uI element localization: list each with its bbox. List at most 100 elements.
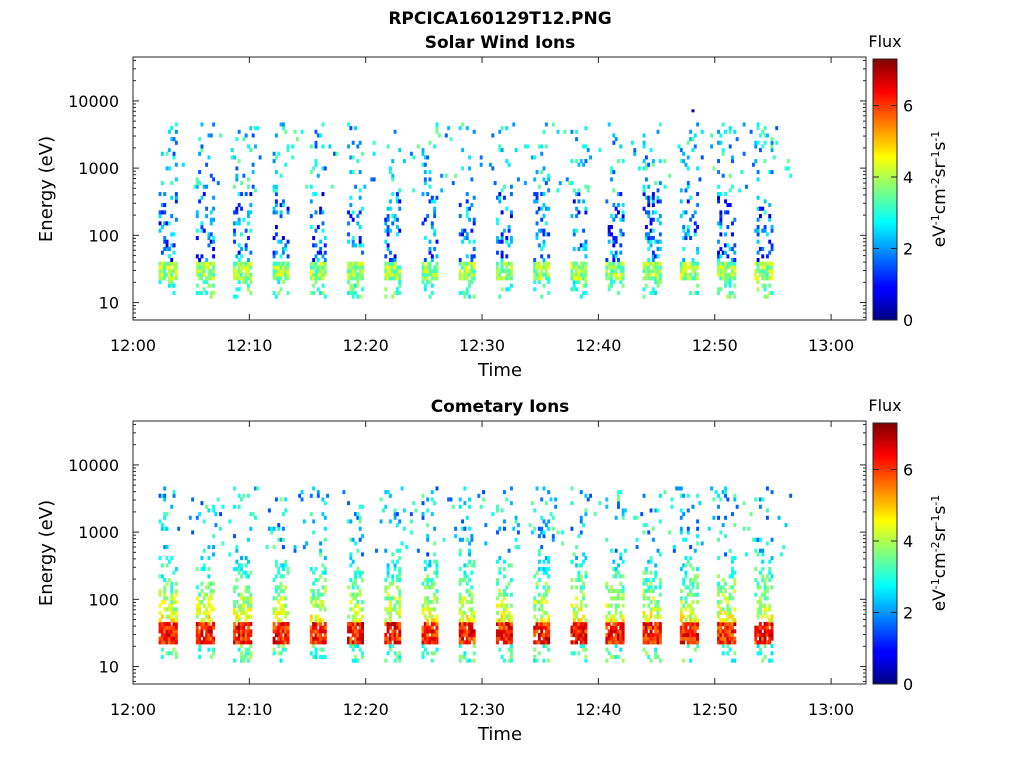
spectrogram-cell (649, 559, 653, 564)
spectrogram-cell (679, 214, 683, 219)
spectrogram-cell (658, 658, 662, 663)
spectrogram-cell (398, 603, 402, 608)
spectrogram-cell (435, 625, 439, 630)
spectrogram-cell (619, 636, 623, 641)
spectrogram-cell (542, 632, 546, 638)
spectrogram-cell (472, 643, 476, 649)
spectrogram-cell (312, 272, 316, 277)
spectrogram-cell (384, 490, 388, 495)
spectrogram-cell (644, 272, 648, 277)
spectrogram-cell (572, 246, 576, 252)
x-axis-label: Time (477, 724, 522, 745)
spectrogram-cell (691, 148, 695, 153)
spectrogram-cell (768, 261, 772, 266)
spectrogram-cell (416, 548, 420, 553)
spectrogram-cell (684, 563, 688, 568)
spectrogram-cell (312, 192, 316, 197)
spectrogram-cell (384, 265, 388, 270)
spectrogram-cell (228, 552, 232, 557)
spectrogram-cell (421, 261, 425, 266)
spectrogram-cell (498, 272, 502, 277)
spectrogram-cell (391, 552, 395, 557)
spectrogram-cell (235, 166, 239, 171)
spectrogram-cell (188, 515, 192, 520)
spectrogram-cell (237, 592, 241, 597)
spectrogram-cell (233, 268, 236, 274)
spectrogram-cell (682, 512, 686, 517)
spectrogram-cell (691, 625, 695, 630)
spectrogram-cell (349, 272, 353, 277)
spectrogram-cell (274, 203, 278, 208)
spectrogram-cell (233, 658, 236, 663)
spectrogram-cell (233, 600, 236, 605)
spectrogram-cell (233, 567, 236, 572)
spectrogram-cell (237, 647, 241, 652)
spectrogram-cell (658, 519, 662, 524)
spectrogram-cell (733, 294, 737, 299)
spectrogram-cell (654, 585, 658, 590)
spectrogram-cell (398, 578, 402, 583)
spectrogram-cell (530, 155, 534, 160)
spectrogram-cell (614, 654, 618, 660)
spectrogram-cell (582, 228, 586, 233)
spectrogram-cell (765, 294, 769, 299)
spectrogram-cell (281, 629, 285, 634)
spectrogram-cell (454, 534, 458, 539)
spectrogram-cell (254, 144, 257, 149)
spectrogram-cell (470, 632, 474, 638)
spectrogram-cell (277, 265, 281, 270)
spectrogram-cell (607, 621, 611, 627)
spectrogram-cell (658, 214, 662, 219)
spectrogram-cell (202, 567, 206, 572)
spectrogram-cell (505, 261, 509, 266)
spectrogram-cell (770, 651, 774, 656)
spectrogram-cell (160, 493, 164, 498)
spectrogram-cell (502, 636, 506, 641)
spectrogram-cell (658, 592, 662, 597)
spectrogram-cell (765, 632, 769, 638)
spectrogram-cell (686, 265, 690, 270)
spectrogram-cell (388, 166, 392, 171)
spectrogram-cell (765, 232, 769, 237)
spectrogram-cell (170, 214, 174, 219)
spectrogram-cell (642, 629, 646, 634)
spectrogram-cell (633, 151, 637, 156)
spectrogram-cell (610, 585, 613, 590)
spectrogram-cell (682, 581, 686, 586)
spectrogram-cell (249, 261, 253, 266)
spectrogram-cell (309, 261, 313, 266)
spectrogram-cell (582, 162, 586, 167)
spectrogram-cell (516, 530, 520, 535)
spectrogram-cell (428, 607, 432, 612)
spectrogram-cell (323, 654, 327, 660)
spectrogram-cell (163, 526, 167, 531)
spectrogram-cell (470, 621, 474, 627)
spectrogram-cell (717, 589, 720, 594)
y-axis-label: Energy (eV) (36, 136, 57, 242)
spectrogram-cell (309, 493, 313, 498)
spectrogram-cell (679, 493, 683, 498)
spectrogram-cell (728, 129, 732, 134)
spectrogram-cell (468, 632, 472, 638)
spectrogram-cell (433, 144, 437, 149)
spectrogram-cell (719, 497, 723, 502)
spectrogram-cell (619, 614, 623, 619)
spectrogram-cell (547, 589, 551, 594)
spectrogram-cell (726, 643, 730, 649)
spectrogram-cell (174, 177, 178, 182)
spectrogram-cell (577, 188, 581, 193)
spectrogram-cell (298, 493, 302, 498)
spectrogram-cell (507, 243, 511, 248)
spectrogram-cell (281, 122, 285, 127)
spectrogram-cell (163, 621, 167, 627)
spectrogram-cell (496, 636, 499, 641)
spectrogram-cell (212, 552, 216, 557)
spectrogram-cell (349, 170, 353, 175)
spectrogram-cell (691, 578, 695, 583)
spectrogram-cell (693, 133, 697, 138)
spectrogram-cell (284, 243, 288, 248)
spectrogram-cell (244, 228, 248, 233)
spectrogram-cell (235, 276, 239, 281)
spectrogram-cell (547, 276, 551, 281)
spectrogram-cell (570, 265, 574, 270)
